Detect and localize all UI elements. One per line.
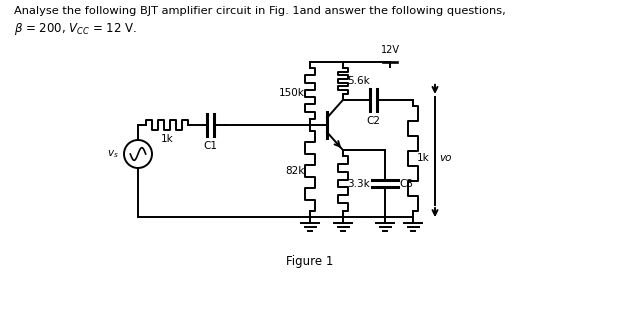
- Text: 3.3k: 3.3k: [347, 178, 370, 189]
- Text: Analyse the following BJT amplifier circuit in Fig. 1and answer the following qu: Analyse the following BJT amplifier circ…: [14, 6, 506, 16]
- Text: 82k: 82k: [285, 166, 305, 176]
- Text: 1k: 1k: [161, 134, 173, 144]
- Text: C1: C1: [203, 141, 217, 151]
- Text: 12V: 12V: [381, 45, 399, 55]
- Text: $v_s$: $v_s$: [107, 148, 119, 160]
- Text: 150k: 150k: [279, 88, 305, 99]
- Text: C3: C3: [399, 178, 413, 189]
- Text: 5.6k: 5.6k: [347, 76, 370, 86]
- Text: C2: C2: [367, 116, 381, 126]
- Text: Figure 1: Figure 1: [286, 255, 334, 268]
- Text: $\beta$ = 200, $V_{CC}$ = 12 V.: $\beta$ = 200, $V_{CC}$ = 12 V.: [14, 21, 137, 37]
- Text: vo: vo: [439, 153, 452, 164]
- Text: 1k: 1k: [417, 153, 430, 164]
